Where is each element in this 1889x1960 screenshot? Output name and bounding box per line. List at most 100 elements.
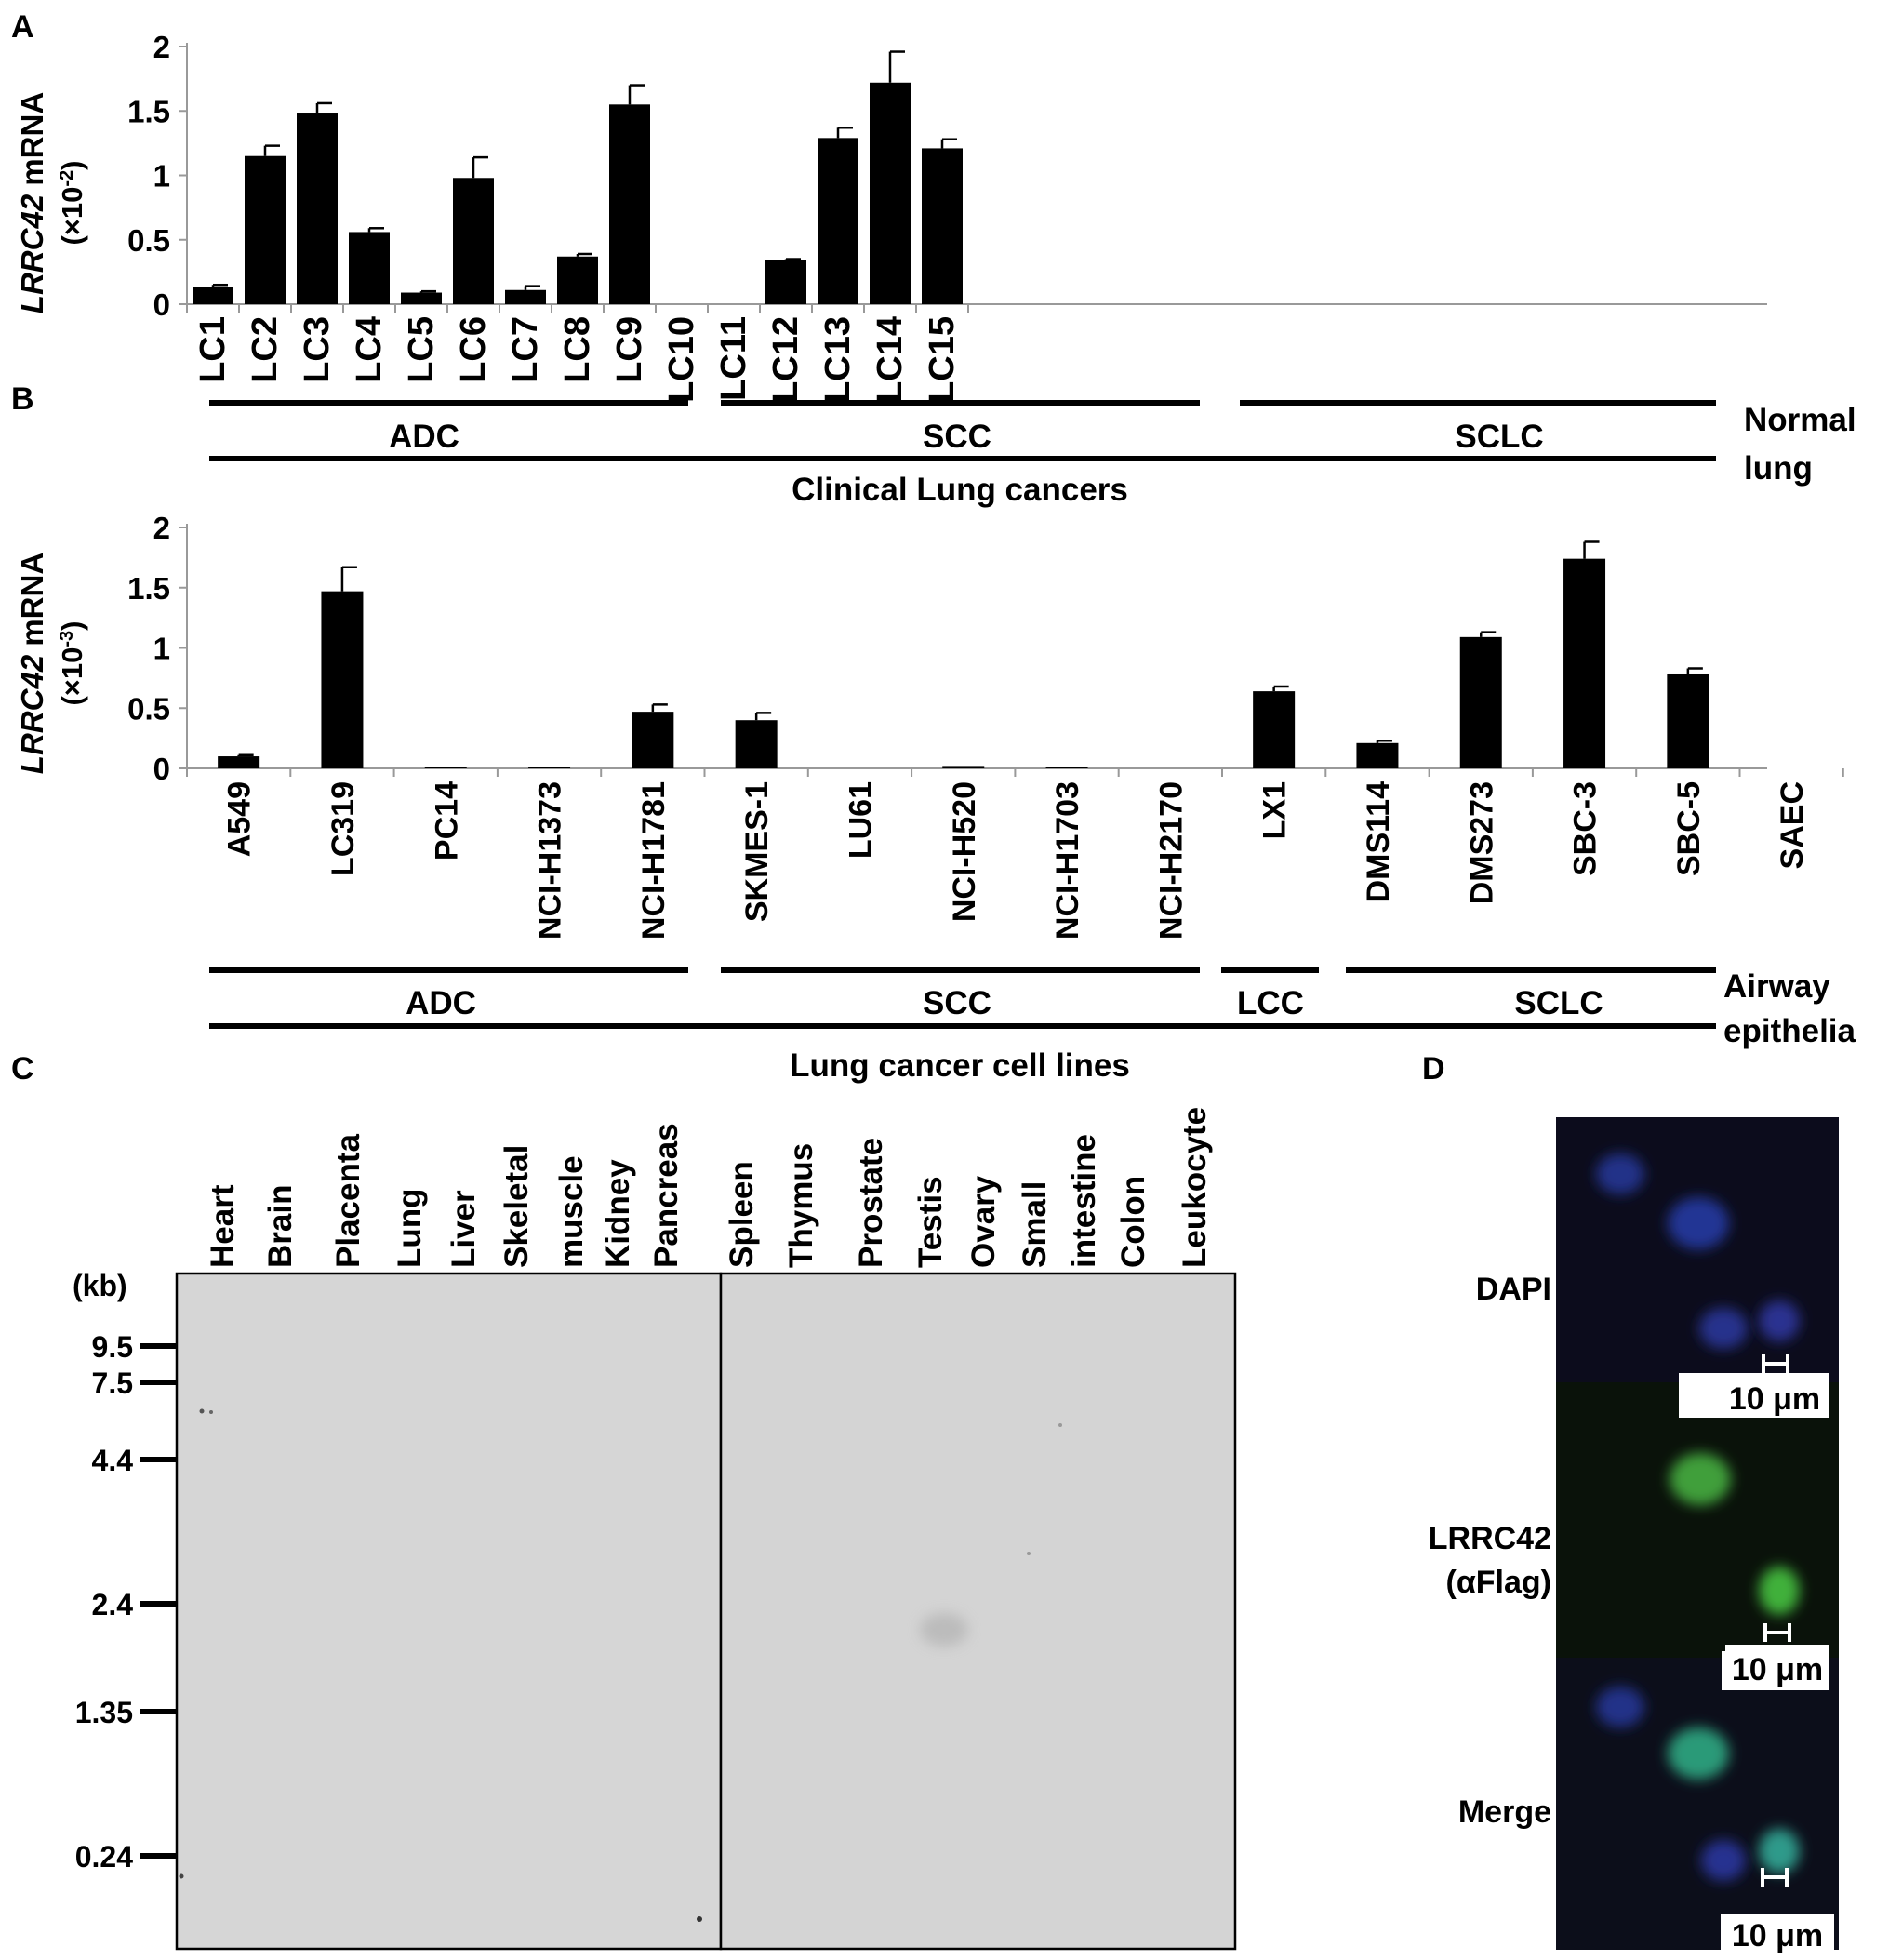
- panel-b-bar-chart: 0 0.5 1 1.5 2 A549 LC319 PC14 NCI-H1373 NCI-H1781…: [127, 511, 1844, 940]
- merge-nucleus: [1701, 1840, 1746, 1881]
- bar-lc14: [870, 82, 911, 304]
- dapi-nucleus: [1759, 1300, 1800, 1341]
- marker-label: 2.4: [92, 1588, 134, 1621]
- x-tick-label: LC3: [298, 316, 337, 383]
- panel-d-letter: D: [1422, 1051, 1445, 1087]
- scale-label-bg: [1721, 1914, 1834, 1952]
- x-tick-label: LX1: [1257, 781, 1293, 839]
- row-label-aflag: (αFlag): [1446, 1565, 1551, 1600]
- x-tick-label: LC2: [246, 316, 285, 383]
- bar-lc4: [349, 232, 390, 304]
- lane-label: Thymus: [783, 1143, 819, 1268]
- panel-b-ylabel-gene: LRRC42: [15, 654, 49, 774]
- bar-nci-h1373: [528, 767, 571, 768]
- scale-bar-lrrc42: [1763, 1623, 1791, 1642]
- marker-label: 1.35: [75, 1696, 133, 1729]
- x-tick-label: LC13: [818, 316, 858, 403]
- lane-label: Colon: [1115, 1176, 1151, 1268]
- blot-speck: [1027, 1552, 1031, 1555]
- size-markers: 9.57.5 4.4 2.4 1.35 0.24: [75, 1330, 177, 1873]
- x-tick-label: SAEC: [1775, 781, 1810, 869]
- bar-skmes-1: [735, 720, 778, 768]
- lane-label: Prostate: [853, 1138, 889, 1268]
- panel-b-group-caption: Lung cancer cell lines: [790, 1047, 1130, 1084]
- y-tick-label: 2: [153, 511, 170, 545]
- scale-bar-merge: [1761, 1868, 1789, 1887]
- panel-a-ylabel-rest: mRNA: [15, 92, 49, 194]
- dapi-nucleus: [1596, 1153, 1644, 1194]
- lane-label: Testis: [912, 1176, 949, 1268]
- x-tick-label: SKMES-1: [739, 781, 775, 922]
- row-label-merge: Merge: [1458, 1794, 1551, 1830]
- panel-b-ylabel-rest: mRNA: [15, 553, 49, 655]
- bar-lc15: [922, 148, 963, 304]
- kb-label: (kb): [73, 1269, 127, 1302]
- x-tick-label: NCI-H1373: [533, 781, 568, 940]
- panel-c-letter: C: [11, 1051, 34, 1087]
- lane-label: Skeletal: [499, 1145, 535, 1268]
- x-tick-label: LC11: [714, 316, 753, 401]
- blot-speck: [697, 1916, 702, 1922]
- y-tick-label: 0.5: [127, 691, 170, 726]
- lane-label: Lung: [392, 1188, 428, 1268]
- x-tick-label: LU61: [843, 781, 878, 859]
- marker-label: 0.24: [75, 1840, 133, 1873]
- svg-text:LRRC42 mRNA: LRRC42 mRNA: [15, 553, 49, 774]
- panel-a-ylabel-gene: LRRC42: [15, 193, 49, 313]
- x-tick-label: LC7: [506, 316, 545, 383]
- row-label-dapi: DAPI: [1476, 1272, 1551, 1307]
- bar-pc14: [424, 767, 467, 768]
- x-tick-label: LC8: [558, 316, 597, 383]
- x-tick-label: LC10: [662, 316, 701, 403]
- panel-b-group-adc: ADC: [406, 985, 476, 1021]
- marker-label: 4.4: [92, 1444, 134, 1477]
- blot-speck: [199, 1408, 205, 1414]
- lane-label: Small: [1017, 1181, 1053, 1268]
- marker-label: 7.5: [92, 1367, 133, 1400]
- micrograph-dapi: [1556, 1117, 1839, 1382]
- marker-label: 9.5: [92, 1330, 133, 1364]
- dapi-nucleus: [1699, 1308, 1748, 1349]
- merge-nucleus: [1596, 1687, 1644, 1727]
- x-tick-label: SBC-5: [1671, 781, 1707, 876]
- panel-b-group-sclc: SCLC: [1514, 985, 1603, 1021]
- bar-dms114: [1356, 742, 1399, 768]
- scale-bar-dapi: [1762, 1354, 1789, 1373]
- panel-a-group-sclc: SCLC: [1455, 419, 1543, 455]
- panel-a-normal-label-1: Normal: [1744, 402, 1856, 438]
- panel-b-letter: B: [11, 381, 34, 417]
- scale-label-lrrc42: 10 μm: [1732, 1652, 1823, 1687]
- x-tick-label: LC12: [766, 316, 805, 403]
- x-tick-label: NCI-H1781: [636, 781, 672, 940]
- scale-label-bg: [1722, 1651, 1829, 1690]
- bar-lx1: [1253, 691, 1296, 768]
- bar-nci-h520: [942, 766, 985, 768]
- y-tick-label: 0.5: [127, 223, 170, 258]
- lane-label: muscle: [553, 1155, 590, 1268]
- panel-b-normal-label-2: epithelia: [1723, 1013, 1856, 1049]
- merge-nucleus: [1759, 1829, 1800, 1873]
- lane-label: Spleen: [724, 1161, 760, 1268]
- x-tick-label: LC319: [326, 781, 361, 876]
- panel-b-ylabel: LRRC42 mRNA: [15, 553, 49, 774]
- bar-lc8: [557, 256, 598, 304]
- x-tick-label: LC1: [193, 316, 233, 383]
- panel-b-group-lcc: LCC: [1237, 985, 1304, 1021]
- bar-lc7: [505, 289, 546, 304]
- panel-a-ylabel: LRRC42 mRNA: [15, 92, 49, 313]
- lrrc42-nucleus: [1670, 1453, 1731, 1505]
- bar-lc319: [321, 591, 364, 768]
- bar-lc1: [193, 287, 233, 304]
- panel-a-group-scc: SCC: [923, 419, 991, 455]
- panel-a-ylabel-scale: (×10-2): [56, 160, 88, 245]
- lane-label: Placenta: [330, 1134, 366, 1268]
- bar-lc5: [401, 292, 442, 304]
- lane-label: Liver: [446, 1190, 482, 1268]
- bar-lc2: [245, 155, 286, 304]
- bar-lc9: [609, 104, 650, 304]
- svg-text:(×10-2): (×10-2): [56, 160, 88, 245]
- blot-speck: [209, 1410, 213, 1414]
- lane-labels: Heart Brain Placenta Lung Liver Skeletal muscl…: [205, 1107, 1213, 1268]
- lane-label: Heart: [205, 1184, 241, 1268]
